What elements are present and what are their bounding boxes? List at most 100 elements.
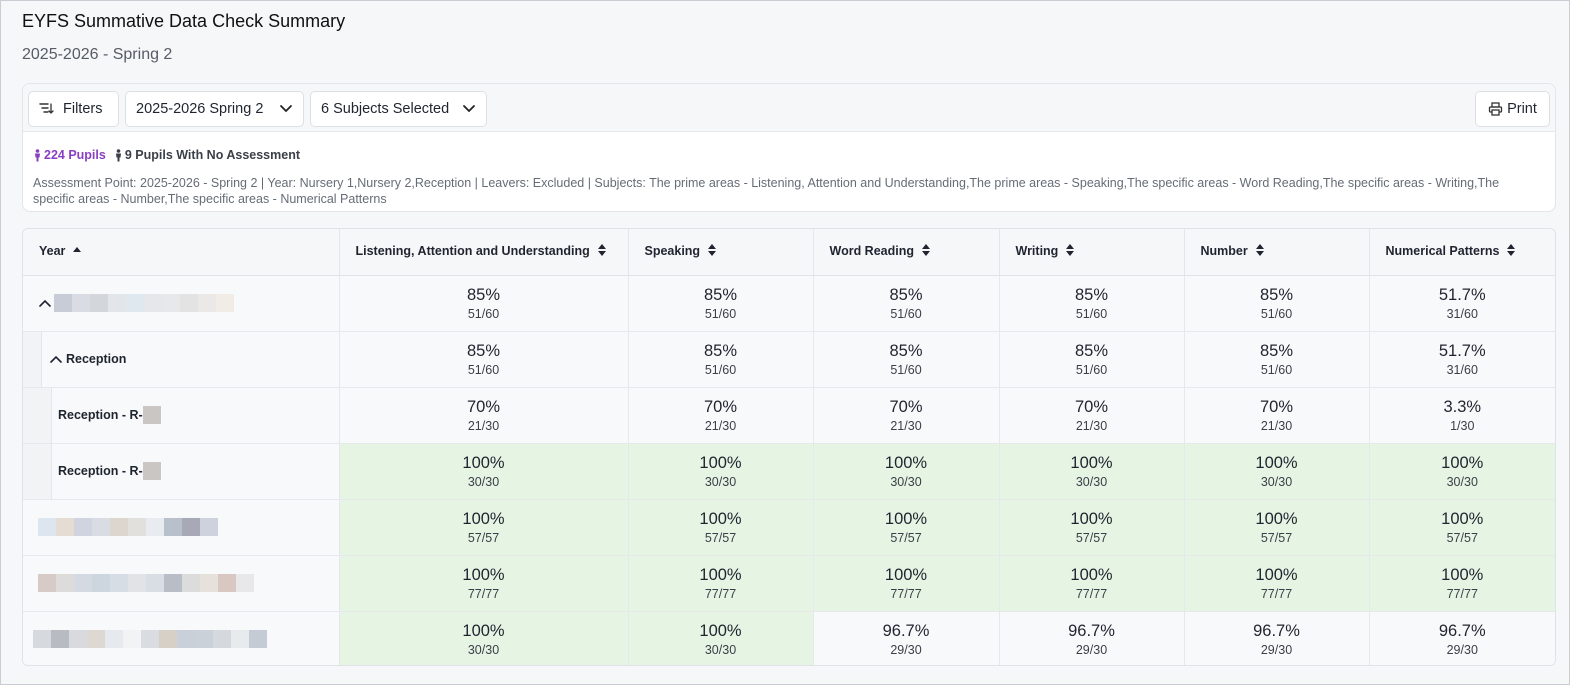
row-label-cell: Reception - R- [23,443,340,500]
row-label[interactable]: Reception - R- [58,464,143,478]
chevron-up-icon[interactable] [50,352,62,366]
score-cell: 100% 30/30 [813,443,1000,500]
score-cell: 85% 51/60 [999,331,1185,388]
row-label-cell: Reception [23,331,340,388]
period-select[interactable]: 2025-2026 Spring 2 [125,91,304,127]
column-header[interactable]: Word Reading [813,229,1000,276]
column-header[interactable]: Listening, Attention and Understanding [339,229,629,276]
score-percent: 85% [1259,342,1294,360]
score-fraction: 77/77 [890,587,922,601]
score-cell: 100% 30/30 [1369,443,1555,500]
score-fraction: 57/57 [1075,531,1108,545]
score-percent: 100% [884,454,928,472]
score-cell: 51.7% 31/60 [1369,331,1555,388]
score-cell: 70% 21/30 [628,387,814,444]
score-percent: 100% [699,454,742,472]
filters-button[interactable]: Filters [28,91,119,127]
score-cell: 100% 30/30 [999,443,1185,500]
score-cell: 100% 30/30 [628,443,814,500]
score-cell: 100% 77/77 [339,555,629,612]
score-fraction: 51/60 [1260,307,1293,321]
score-percent: 100% [1441,510,1484,528]
score-fraction: 30/30 [1446,475,1478,489]
score-percent: 100% [462,510,505,528]
score-cell: 100% 77/77 [1369,555,1555,612]
score-fraction: 29/30 [1075,643,1108,658]
table-row: 100% 30/30 100% 30/30 96.7% 29/30 96.7% 29/30 96… [23,611,1555,665]
score-percent: 70% [466,398,501,416]
score-cell: 100% 77/77 [1184,555,1370,612]
indent-guide [23,331,42,387]
column-header[interactable]: Year [23,229,340,276]
score-percent: 100% [699,510,742,528]
column-header[interactable]: Number [1184,229,1370,276]
indent-guide [23,387,52,443]
row-label-cell [23,275,340,332]
score-percent: 51.7% [1438,342,1486,360]
sort-icon [1066,244,1075,259]
no-assessment-count: 9 Pupils With No Assessment [114,148,300,162]
score-fraction: 30/30 [890,475,922,489]
score-fraction: 51/60 [467,307,500,321]
score-percent: 100% [1255,454,1298,472]
score-fraction: 57/57 [890,531,922,545]
score-fraction: 29/30 [890,643,922,658]
column-header[interactable]: Speaking [628,229,814,276]
row-label-cell [23,555,340,612]
column-header[interactable]: Writing [999,229,1185,276]
score-fraction: 51/60 [1075,307,1108,321]
sort-icon [597,244,606,259]
score-percent: 85% [466,286,501,304]
score-fraction: 77/77 [1446,587,1478,601]
score-fraction: 51/60 [1075,363,1108,377]
chevron-down-icon [280,105,292,113]
score-cell: 100% 77/77 [628,555,814,612]
score-cell: 85% 51/60 [813,331,1000,388]
redacted-label [33,630,267,649]
score-fraction: 57/57 [1446,531,1478,545]
score-percent: 70% [1259,398,1294,416]
column-header-label: Writing [1015,244,1059,259]
subjects-select[interactable]: 6 Subjects Selected [310,91,487,127]
score-cell: 100% 30/30 [1184,443,1370,500]
redacted-class-name [142,406,161,424]
score-percent: 100% [884,510,928,528]
score-percent: 100% [1070,566,1113,584]
score-cell: 85% 51/60 [1184,331,1370,388]
score-fraction: 21/30 [704,419,737,433]
score-fraction: 77/77 [1075,587,1108,601]
score-fraction: 30/30 [1075,475,1108,489]
print-button[interactable]: Print [1475,91,1550,127]
score-cell: 85% 51/60 [339,331,629,388]
score-fraction: 30/30 [704,643,737,658]
score-percent: 96.7% [1068,622,1115,641]
score-cell: 85% 51/60 [1184,275,1370,332]
toolbar: Filters 2025-2026 Spring 2 6 Subjects Se… [23,84,1555,132]
score-percent: 100% [462,622,505,641]
score-cell: 96.7% 29/30 [1369,611,1555,665]
filter-icon [39,103,54,114]
pupil-count-text: 224 Pupils [44,148,106,162]
score-cell: 70% 21/30 [339,387,629,444]
chevron-up-icon[interactable] [39,296,51,310]
column-header-label: Number [1200,244,1248,259]
column-header[interactable]: Numerical Patterns [1369,229,1555,276]
sort-icon [1255,244,1264,259]
score-cell: 100% 30/30 [628,611,814,665]
column-header-label: Numerical Patterns [1385,244,1500,259]
score-cell: 85% 51/60 [339,275,629,332]
period-value: 2025-2026 Spring 2 [136,101,264,117]
score-percent: 70% [889,398,923,416]
score-cell: 96.7% 29/30 [1184,611,1370,665]
row-label[interactable]: Reception [66,352,127,366]
page-subtitle: 2025-2026 - Spring 2 [22,46,173,63]
page-title: EYFS Summative Data Check Summary [22,11,346,31]
score-percent: 96.7% [882,622,930,641]
score-percent: 100% [462,566,505,584]
score-percent: 100% [1070,454,1113,472]
row-label[interactable]: Reception - R- [58,408,143,422]
printer-icon [1488,102,1503,116]
score-cell: 100% 57/57 [1369,499,1555,556]
pupil-count: 224 Pupils [33,148,106,162]
score-percent: 85% [1259,286,1294,304]
